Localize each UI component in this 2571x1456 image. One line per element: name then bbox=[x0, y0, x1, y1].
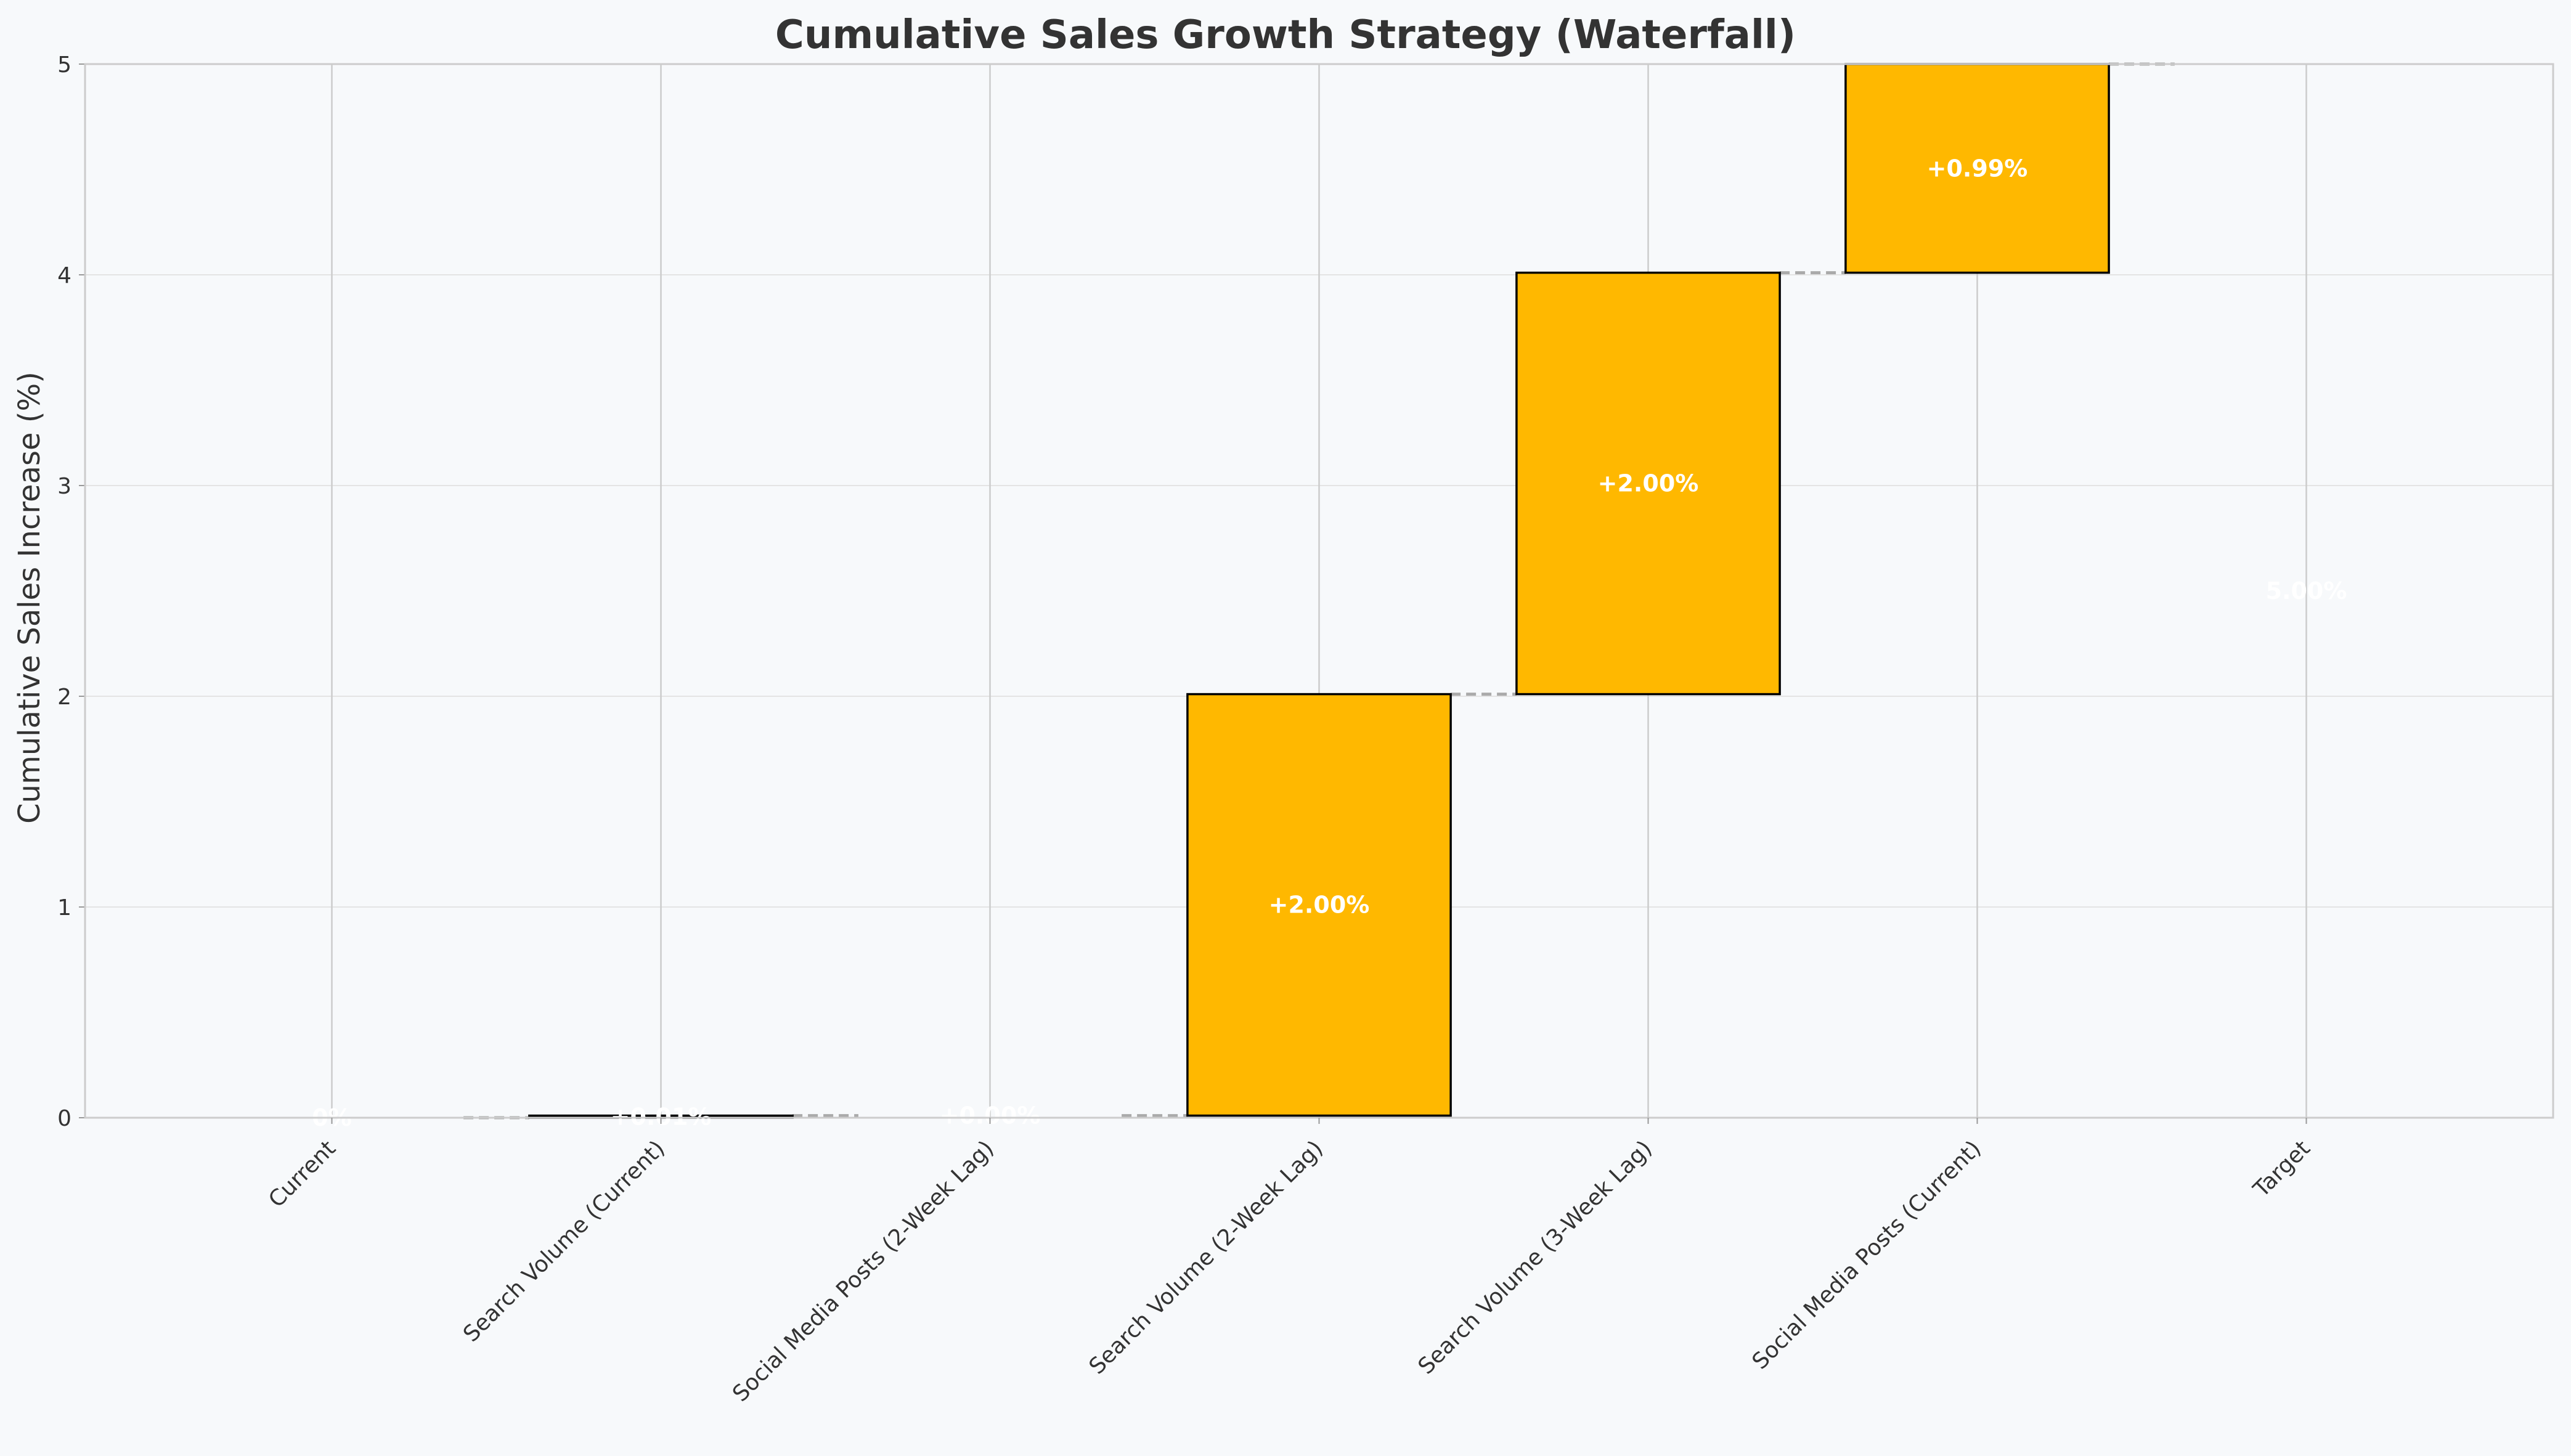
y-tick-label: 3 bbox=[57, 474, 71, 499]
chart-title: Cumulative Sales Growth Strategy (Waterf… bbox=[775, 12, 1796, 58]
waterfall-bar bbox=[1515, 271, 1781, 696]
y-axis-label: Cumulative Sales Increase (%) bbox=[12, 372, 47, 824]
bar-value-label: +2.00% bbox=[1269, 892, 1370, 919]
y-tick-label: 1 bbox=[57, 895, 71, 921]
bar-label-layer: 0% +0.01% +0.00%+2.00%+2.00%+0.99%5.00% bbox=[312, 155, 2347, 1131]
axis-layer bbox=[79, 63, 2554, 1124]
bar-value-label: +2.00% bbox=[1598, 470, 1699, 497]
y-tick-label: 2 bbox=[57, 685, 71, 710]
waterfall-bar bbox=[1844, 63, 2110, 274]
bar-value-label: 5.00% bbox=[2266, 577, 2347, 604]
y-tick-labels: 0 1 2 3 4 5 bbox=[57, 52, 71, 1131]
bar-layer bbox=[528, 63, 2110, 1119]
bar-value-label: +0.00% bbox=[940, 1102, 1041, 1129]
bar-value-label: +0.99% bbox=[1927, 155, 2028, 182]
y-tick-label: 4 bbox=[57, 263, 71, 288]
bar-value-label: +0.01% bbox=[611, 1103, 712, 1130]
waterfall-bar bbox=[1186, 693, 1452, 1117]
y-tick-label: 0 bbox=[57, 1106, 71, 1131]
y-tick-label: 5 bbox=[57, 52, 71, 78]
